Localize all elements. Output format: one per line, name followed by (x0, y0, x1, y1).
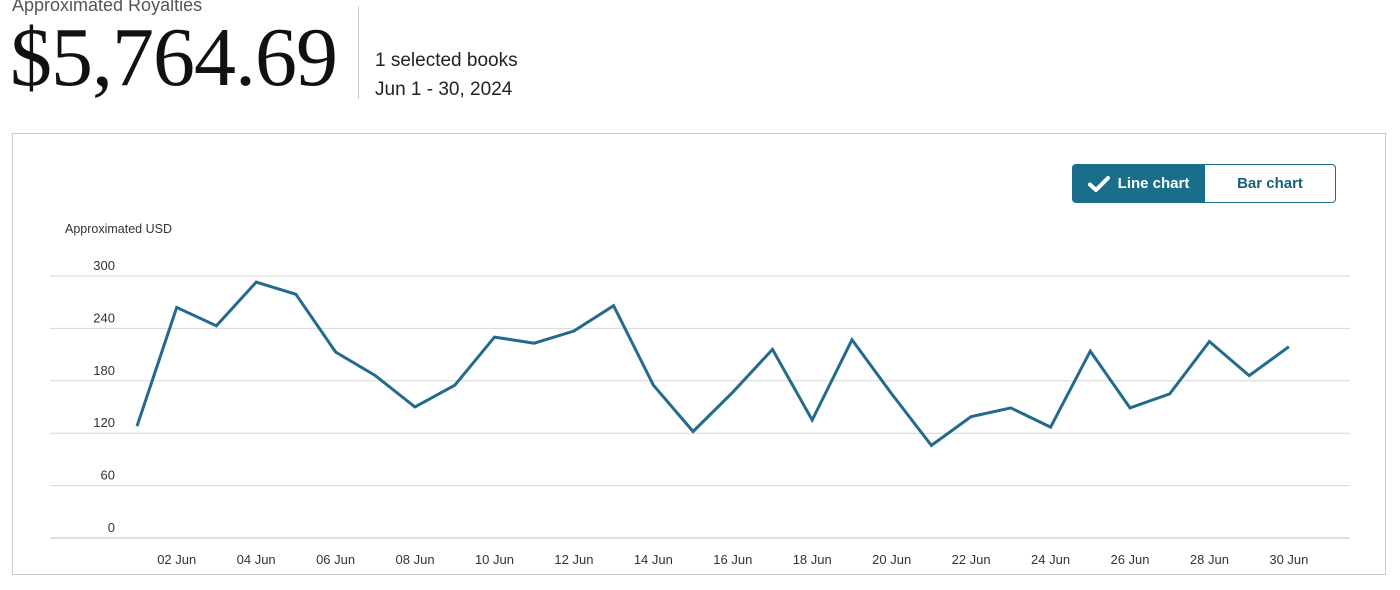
data-point[interactable] (333, 349, 339, 355)
summary-label: Approximated Royalties (12, 0, 203, 15)
data-point[interactable] (770, 346, 776, 352)
x-tick-label: 30 Jun (1269, 552, 1308, 567)
y-tick-label: 60 (101, 468, 115, 483)
y-tick-label: 0 (108, 520, 115, 535)
y-tick-label: 120 (93, 415, 115, 430)
data-point[interactable] (611, 303, 617, 309)
data-point[interactable] (174, 304, 180, 310)
data-point[interactable] (571, 328, 577, 334)
x-tick-label: 10 Jun (475, 552, 514, 567)
x-tick-label: 24 Jun (1031, 552, 1070, 567)
x-tick-label: 20 Jun (872, 552, 911, 567)
data-point[interactable] (1246, 373, 1252, 379)
data-point[interactable] (531, 340, 537, 346)
x-tick-label: 26 Jun (1110, 552, 1149, 567)
data-point[interactable] (809, 417, 815, 423)
data-point[interactable] (1206, 339, 1212, 345)
data-point[interactable] (1008, 405, 1014, 411)
summary-meta: 1 selected books Jun 1 - 30, 2024 (375, 46, 518, 104)
x-tick-label: 18 Jun (793, 552, 832, 567)
x-tick-label: 08 Jun (396, 552, 435, 567)
data-point[interactable] (889, 391, 895, 397)
check-icon (1087, 175, 1110, 192)
data-point[interactable] (849, 337, 855, 343)
data-point[interactable] (730, 389, 736, 395)
data-point[interactable] (1127, 405, 1133, 411)
data-point[interactable] (1048, 424, 1054, 430)
summary-divider (358, 6, 359, 99)
x-tick-label: 14 Jun (634, 552, 673, 567)
data-point[interactable] (1286, 344, 1292, 350)
y-axis-label: Approximated USD (65, 222, 172, 236)
x-tick-label: 06 Jun (316, 552, 355, 567)
data-point[interactable] (968, 414, 974, 420)
chart-type-toggle: Line chart Bar chart (1072, 164, 1336, 203)
data-point[interactable] (1087, 348, 1093, 354)
y-tick-label: 180 (93, 363, 115, 378)
x-tick-label: 04 Jun (237, 552, 276, 567)
x-tick-label: 16 Jun (713, 552, 752, 567)
y-tick-label: 300 (93, 258, 115, 273)
data-point[interactable] (491, 334, 497, 340)
line-chart-label: Line chart (1117, 175, 1190, 192)
line-chart-button[interactable]: Line chart (1072, 164, 1205, 203)
x-tick-label: 28 Jun (1190, 552, 1229, 567)
data-point[interactable] (372, 373, 378, 379)
x-tick-label: 22 Jun (952, 552, 991, 567)
data-point[interactable] (650, 382, 656, 388)
data-point[interactable] (213, 323, 219, 329)
data-point[interactable] (1167, 391, 1173, 397)
x-tick-label: 12 Jun (554, 552, 593, 567)
data-point[interactable] (690, 428, 696, 434)
chart-card (12, 133, 1386, 575)
selected-books-count: 1 selected books (375, 50, 518, 71)
series-line (135, 280, 1290, 448)
bar-chart-label: Bar chart (1237, 175, 1303, 192)
date-range: Jun 1 - 30, 2024 (375, 79, 513, 100)
data-point[interactable] (928, 442, 934, 448)
data-point[interactable] (253, 279, 259, 285)
data-point[interactable] (293, 291, 299, 297)
data-point[interactable] (452, 382, 458, 388)
bar-chart-button[interactable]: Bar chart (1205, 164, 1336, 203)
data-point[interactable] (134, 423, 140, 429)
royalties-amount: $5,764.69 (10, 11, 338, 104)
data-point[interactable] (412, 404, 418, 410)
y-tick-label: 240 (93, 310, 115, 325)
x-tick-label: 02 Jun (157, 552, 196, 567)
